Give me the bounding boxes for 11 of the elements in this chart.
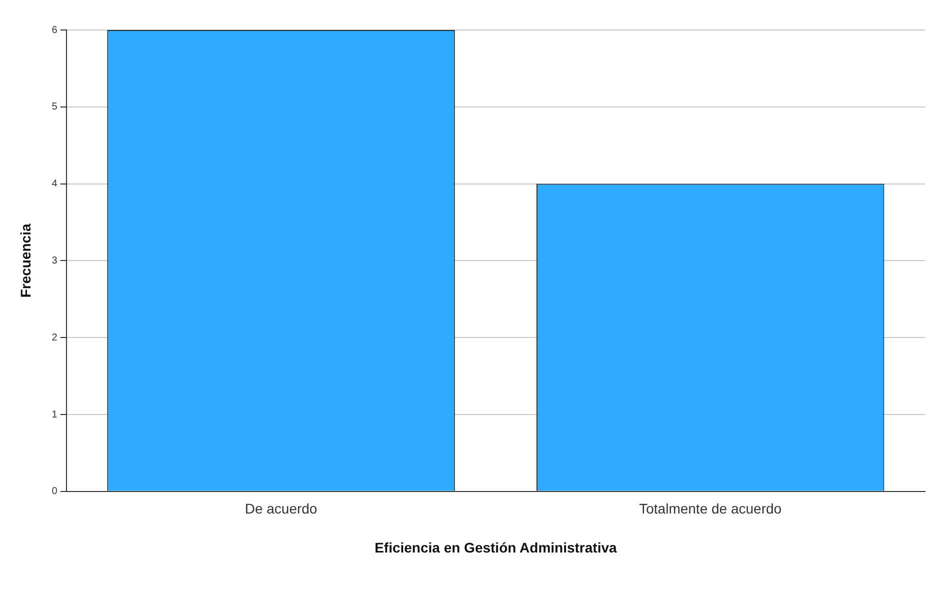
y-tick-label: 5 bbox=[52, 102, 58, 113]
y-tick-label: 3 bbox=[52, 255, 58, 266]
y-tick-label: 6 bbox=[52, 24, 58, 36]
x-tick-label: Totalmente de acuerdo bbox=[639, 500, 782, 517]
x-tick-label: De acuerdo bbox=[244, 500, 318, 517]
y-tick-label: 0 bbox=[52, 486, 58, 498]
y-tick-label: 2 bbox=[52, 332, 58, 344]
y-tick-label: 1 bbox=[52, 409, 58, 420]
y-axis-title: Frecuencia bbox=[17, 224, 34, 298]
y-tick-label: 4 bbox=[52, 178, 58, 190]
x-axis-title: Eficiencia en Gestión Administrativa bbox=[374, 539, 618, 556]
